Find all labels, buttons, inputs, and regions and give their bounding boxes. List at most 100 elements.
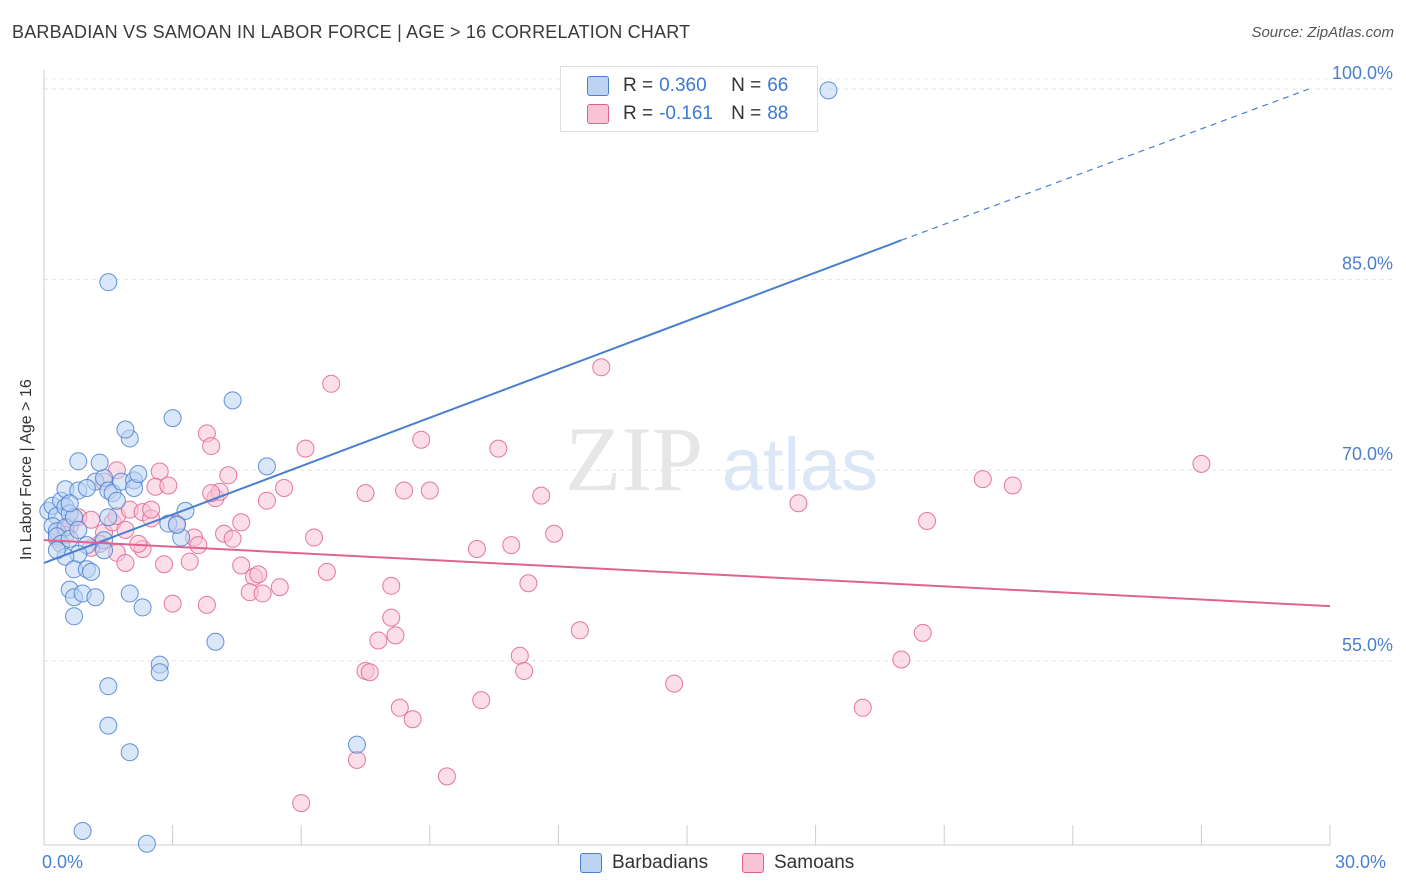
data-point	[202, 484, 221, 503]
y-tick-label: 70.0%	[1342, 444, 1393, 464]
axes	[43, 70, 1331, 846]
data-point	[99, 716, 118, 735]
y-ticks: 55.0% 70.0% 85.0% 100.0%	[1332, 63, 1393, 655]
data-point	[133, 598, 152, 617]
data-point	[73, 822, 92, 841]
data-point	[202, 437, 221, 456]
data-point	[82, 562, 101, 581]
legend-label: Samoans	[774, 852, 855, 873]
data-point	[107, 491, 126, 510]
n-label: N =	[731, 75, 762, 96]
data-point	[545, 524, 564, 543]
data-point	[120, 743, 139, 762]
data-point	[532, 486, 551, 505]
data-point	[180, 552, 199, 571]
data-point	[665, 674, 684, 693]
y-tick-label: 55.0%	[1342, 635, 1393, 655]
data-point	[472, 691, 491, 710]
data-point	[502, 536, 521, 555]
data-point	[403, 710, 422, 729]
legend-barbadians[interactable]: Barbadians	[580, 852, 708, 874]
barbadians-points	[39, 81, 838, 853]
y-tick-label: 100.0%	[1332, 63, 1393, 83]
data-point	[296, 439, 315, 458]
data-point	[892, 650, 911, 669]
barbadians-trend-extension	[901, 88, 1309, 241]
data-point	[515, 661, 534, 680]
data-point	[382, 608, 401, 627]
data-point	[142, 500, 161, 519]
data-point	[86, 588, 105, 607]
data-point	[223, 391, 242, 410]
data-point	[570, 621, 589, 640]
n-value: 88	[767, 103, 789, 124]
blue-swatch-icon	[580, 853, 602, 873]
data-point	[257, 457, 276, 476]
data-point	[317, 562, 336, 581]
pink-swatch-icon	[587, 104, 609, 124]
trend-lines	[43, 88, 1331, 608]
data-point	[420, 481, 439, 500]
legend-row-samoans: R = -0.161 N = 88	[561, 101, 788, 127]
y-tick-label: 85.0%	[1342, 254, 1393, 274]
data-point	[789, 494, 808, 513]
data-point	[116, 420, 135, 439]
data-point	[356, 484, 375, 503]
data-point	[1003, 476, 1022, 495]
data-point	[467, 539, 486, 558]
data-point	[176, 501, 195, 520]
data-point	[163, 409, 182, 428]
data-point	[95, 541, 114, 560]
r-label: R =	[623, 75, 654, 96]
data-point	[305, 528, 324, 547]
source-label: Source: ZipAtlas.com	[1251, 24, 1394, 41]
data-point	[150, 663, 169, 682]
data-point	[322, 374, 341, 393]
r-value: 0.360	[659, 75, 707, 96]
legend-label: Barbadians	[612, 852, 709, 873]
blue-swatch-icon	[587, 76, 609, 96]
x-tick-max: 30.0%	[1335, 852, 1387, 872]
data-point	[163, 594, 182, 613]
data-point	[223, 529, 242, 548]
data-point	[99, 677, 118, 696]
y-axis-label: In Labor Force | Age > 16	[18, 379, 35, 560]
data-point	[189, 536, 208, 555]
data-point	[973, 470, 992, 489]
samoans-trend-line	[43, 539, 1331, 608]
data-point	[489, 439, 508, 458]
data-point	[257, 491, 276, 510]
data-point	[918, 512, 937, 531]
data-point	[159, 476, 178, 495]
data-point	[99, 508, 118, 527]
data-point	[519, 574, 538, 593]
x-tick-min: 0.0%	[42, 852, 84, 872]
data-point	[390, 698, 409, 717]
data-point	[1192, 454, 1211, 473]
watermark-atlas: atlas	[722, 423, 878, 506]
n-label: N =	[731, 103, 762, 124]
data-point	[853, 698, 872, 717]
data-point	[90, 453, 109, 472]
data-point	[232, 513, 251, 532]
data-point	[77, 478, 96, 497]
data-point	[819, 81, 838, 100]
data-point	[116, 553, 135, 572]
data-point	[913, 623, 932, 642]
data-point	[292, 794, 311, 813]
legend-samoans[interactable]: Samoans	[742, 852, 854, 874]
data-point	[249, 565, 268, 584]
r-value: -0.161	[659, 103, 713, 124]
data-point	[369, 631, 388, 650]
data-point	[197, 595, 216, 614]
data-point	[65, 607, 84, 626]
data-point	[232, 556, 251, 575]
data-point	[82, 510, 101, 529]
watermark-zip: ZIP	[565, 408, 703, 510]
data-point	[510, 646, 529, 665]
data-point	[219, 466, 238, 485]
data-point	[69, 520, 88, 539]
data-point	[395, 481, 414, 500]
data-point	[386, 626, 405, 645]
